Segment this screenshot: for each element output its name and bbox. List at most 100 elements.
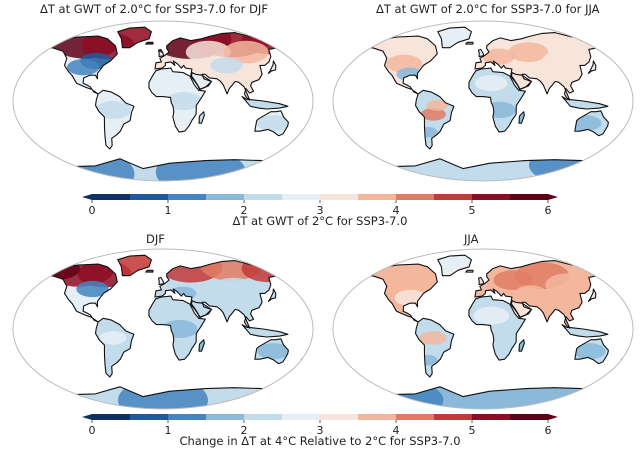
anomaly-patch — [185, 40, 231, 64]
coastline — [574, 110, 609, 137]
coastline — [518, 111, 525, 124]
colorbar-tick-label: 0 — [89, 424, 96, 436]
coastline — [154, 260, 294, 329]
anomaly-patch — [475, 75, 508, 92]
coastline — [145, 41, 154, 45]
land-arabia — [191, 72, 212, 90]
colorbar-tick-label: 4 — [393, 204, 400, 216]
land-arabia — [511, 300, 532, 318]
colorbar-segment — [510, 414, 549, 420]
panel-title-top-djf: ΔT at GWT of 2.0°C for SSP3-7.0 for DJF — [40, 2, 268, 16]
coastline — [357, 158, 609, 181]
coastline — [477, 276, 485, 286]
colorbar-bottom-label: Change in ΔT at 4°C Relative to 2°C for … — [179, 434, 461, 448]
coastline — [198, 111, 205, 124]
coastline — [37, 158, 289, 181]
coastline — [190, 300, 213, 318]
colorbar-segment — [168, 414, 207, 420]
colorbar-segment — [130, 414, 169, 420]
coastline — [241, 96, 289, 110]
land-arabia — [191, 300, 212, 318]
coastline — [465, 41, 474, 45]
coastline — [117, 26, 152, 49]
colorbar-extend-high — [548, 414, 558, 420]
coastline — [157, 276, 165, 286]
anomaly-patch — [223, 40, 269, 64]
colorbar-segment — [472, 194, 511, 200]
colorbar-segment — [92, 194, 131, 200]
colorbar-extend-low — [82, 414, 92, 420]
land-uk — [158, 277, 164, 285]
colorbar-tick-label: 0 — [89, 204, 96, 216]
land-madagascar — [519, 111, 525, 124]
anomaly-patch — [99, 331, 127, 345]
anomaly-patch — [487, 334, 520, 351]
colorbar-tick-label: 5 — [469, 204, 476, 216]
coastline — [468, 295, 526, 361]
coastline — [190, 72, 213, 90]
colorbar-tick-label: 6 — [545, 204, 552, 216]
coastline — [361, 263, 438, 323]
anomaly-patch — [541, 51, 582, 71]
anomaly-patch — [95, 100, 132, 119]
colorbar-tick-label: 2 — [241, 424, 248, 436]
anomaly-patch — [257, 343, 290, 360]
globe-outline — [332, 20, 634, 182]
colorbar-segment — [92, 414, 131, 420]
anomaly-patch — [482, 48, 515, 65]
colorbar-segment — [320, 414, 359, 420]
globe-outline — [332, 248, 634, 410]
colorbar-segment — [396, 194, 435, 200]
land-indonesia — [242, 96, 288, 109]
colorbar-segment — [168, 194, 207, 200]
land-greenland — [437, 27, 472, 48]
land-arabia — [511, 72, 532, 90]
land-indonesia — [242, 324, 288, 337]
colorbar-tick-label: 3 — [317, 424, 324, 436]
colorbar-segment — [206, 414, 245, 420]
land-uk — [478, 49, 484, 57]
coastline — [94, 317, 135, 378]
coastline — [477, 48, 485, 58]
anomaly-patch — [76, 280, 109, 298]
colorbar-tick-label: 1 — [165, 424, 172, 436]
anomaly-patch — [257, 115, 290, 132]
coastline — [510, 300, 533, 318]
coastline — [198, 339, 205, 352]
colorbar-segment — [358, 194, 397, 200]
land-indonesia — [562, 96, 608, 109]
coastline — [414, 89, 455, 150]
coastline — [117, 254, 152, 277]
land-greenland — [437, 255, 472, 276]
panel-title-top-jja: ΔT at GWT of 2.0°C for SSP3-7.0 for JJA — [376, 2, 600, 16]
panel-title-bottom-djf: DJF — [146, 232, 165, 246]
coastline — [587, 288, 597, 302]
colorbar-extend-high — [548, 194, 558, 200]
anomaly-patch — [473, 306, 510, 325]
anomaly-patch — [211, 277, 256, 301]
coastline — [254, 110, 289, 137]
coastline — [37, 386, 289, 409]
coastline — [254, 338, 289, 365]
coastline — [437, 26, 472, 49]
panel-title-bottom-jja: JJA — [464, 232, 479, 246]
anomaly-patch — [38, 257, 80, 280]
land-indonesia — [562, 324, 608, 337]
coastline — [148, 67, 206, 133]
coastline — [148, 295, 206, 361]
colorbar-bottom: 0 1 2 3 4 5 6 — [82, 414, 558, 436]
coastline — [157, 48, 165, 58]
coastline — [437, 254, 472, 277]
colorbar-segment — [434, 194, 473, 200]
coastline — [561, 96, 609, 110]
colorbar-tick-label: 3 — [317, 204, 324, 216]
colorbar-tick-label: 4 — [393, 424, 400, 436]
colorbar-tick-label: 2 — [241, 204, 248, 216]
coastline — [561, 324, 609, 338]
colorbar-segment — [206, 194, 245, 200]
anomaly-patch — [165, 92, 202, 110]
colorbar-segment — [472, 414, 511, 420]
map-top-djf — [12, 20, 314, 182]
colorbar-tick-label: 1 — [165, 204, 172, 216]
map-top-jja — [332, 20, 634, 182]
